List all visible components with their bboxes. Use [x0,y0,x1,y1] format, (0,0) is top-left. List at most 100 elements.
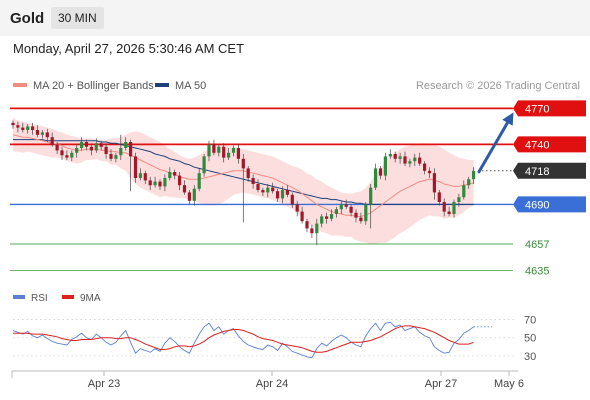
level-tag-4770 [513,100,586,117]
candle-body [334,209,338,214]
candle-body [158,181,162,187]
candle-body [266,187,270,193]
instrument-title: Gold [10,10,45,27]
candle-body [99,143,103,147]
rsi-tick-50: 50 [524,333,536,345]
header-bar: Gold 30 MIN [0,0,590,36]
candle-body [21,127,25,130]
candle-body [11,122,15,126]
legend-9ma: 9MA [62,293,101,304]
candle-body [398,156,402,159]
candle-body [378,168,383,176]
candle-body [462,185,466,198]
candle-body [359,217,363,222]
candle-body [104,146,108,154]
projection-arrow [477,116,512,174]
candle-body [310,228,314,234]
candle-body [80,142,84,148]
candle-body [447,211,451,214]
candle-body [432,173,436,193]
candle-body [133,156,138,178]
candle-body [227,152,231,158]
candle-body [182,185,187,193]
candle-body [408,161,412,164]
candle-body [403,156,407,164]
ma9-swatch [62,295,74,300]
candle-body [364,204,368,222]
candle-body [35,130,40,135]
candle-body [354,212,358,218]
rsi-tick-70: 70 [524,315,536,327]
candle-body [383,156,387,176]
candle-body [148,180,152,186]
rsi-tick-30: 30 [524,351,536,363]
candle-body [285,190,289,195]
candle-body [197,173,201,189]
candle-body [60,150,64,156]
level-tag-4718 [513,162,586,179]
candle-body [442,202,446,212]
level-tag-4740 [513,136,586,153]
candle-body [452,202,456,214]
legend-rsi-label: RSI [31,293,48,304]
candle-body [393,154,397,159]
candle-body [388,154,392,157]
legend-ma50-label: MA 50 [175,80,207,92]
x-tick-label-apr-23: Apr 23 [88,378,120,390]
candle-body [457,197,461,202]
candle-body [129,142,133,157]
level-label-4718: 4718 [525,166,549,178]
candle-body [325,216,329,219]
candle-body [40,132,44,135]
candle-body [280,190,285,199]
level-label-4740: 4740 [525,139,549,151]
candle-body [55,144,59,151]
x-tick-label-apr-27: Apr 27 [425,378,457,390]
candle-body [50,137,54,145]
candle-body [271,187,275,192]
level-label-4770: 4770 [525,103,549,115]
candle-body [261,190,265,193]
legend-ma20-bb: MA 20 + Bollinger Bands [13,80,154,92]
candle-body [222,146,226,158]
candle-body [119,148,123,156]
candle-body [276,191,280,199]
candle-body [109,154,113,159]
candle-body [467,179,471,186]
candle-body [16,125,20,128]
candle-body [423,163,427,171]
candle-body [173,172,177,176]
candle-body [26,126,30,130]
candle-body [163,178,167,187]
candle-body [305,221,309,229]
level-label-4657: 4657 [525,239,549,251]
x-tick-label-may-6: May 6 [494,378,524,390]
timeframe-badge[interactable]: 30 MIN [51,7,104,29]
candle-body [178,175,182,186]
candle-body [217,146,221,153]
candle-body [114,155,118,159]
candle-body [246,168,250,178]
candle-body [256,184,260,190]
candle-body [124,142,128,148]
candle-body [320,216,324,224]
candle-body [31,126,35,130]
candle-body [153,181,157,186]
candle-body [251,178,255,184]
candle-body [427,170,432,174]
candle-body [339,204,343,210]
legend-9ma-label: 9MA [80,293,101,304]
rsi-series-9ma [13,325,474,353]
candle-body [349,206,353,213]
candle-body [344,204,348,207]
candle-body [45,132,49,138]
candle-body [168,172,172,178]
chart-datetime: Monday, April 27, 2026 5:30:46 AM CET [13,41,245,56]
candle-body [65,155,69,158]
legend-ma50: MA 50 [155,80,206,92]
candle-body [437,192,441,202]
candle-body [202,156,206,174]
candle-body [329,214,334,219]
candle-body [207,144,211,157]
